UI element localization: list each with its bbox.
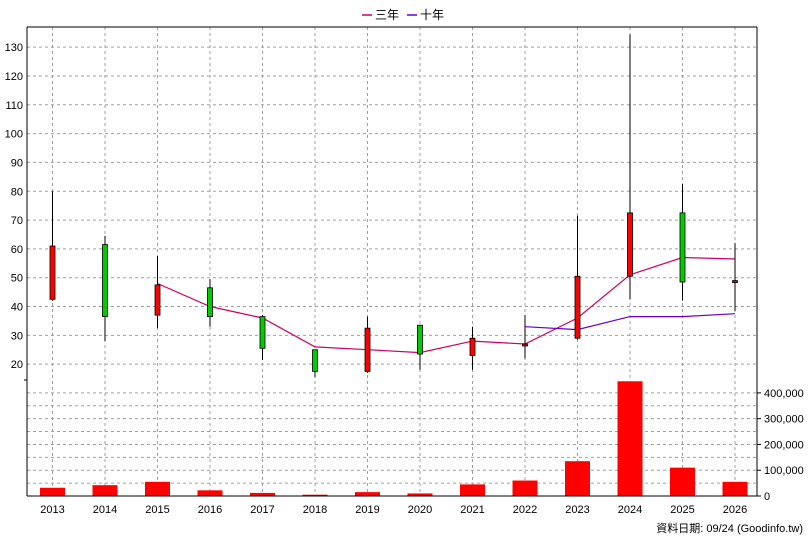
candle-body xyxy=(417,324,423,355)
volume-bar xyxy=(722,481,748,496)
candlesticks xyxy=(49,34,738,378)
candle-body xyxy=(102,244,108,318)
year-tick-label: 2023 xyxy=(565,504,589,516)
volume-bars xyxy=(40,381,748,496)
chart-axes xyxy=(24,26,761,497)
volume-bar xyxy=(617,381,643,496)
volume-tick-label: 200,000 xyxy=(764,439,804,451)
year-tick-label: 2021 xyxy=(460,504,484,516)
candle-body xyxy=(627,212,633,277)
series-line xyxy=(157,256,736,354)
volume-bar xyxy=(512,480,538,496)
price-tick-label: 20 xyxy=(11,359,23,371)
legend-label: 十年 xyxy=(420,8,444,22)
volume-bar xyxy=(565,461,590,496)
tick-labels: 20 30 40 50 60 70 80 90 100 110 120 130 2013 2014 2015… xyxy=(5,42,804,516)
volume-tick-label: 300,000 xyxy=(764,414,804,426)
volume-bar xyxy=(197,490,223,496)
volume-tick-label: 0 xyxy=(764,491,770,503)
candle-body xyxy=(364,327,371,372)
candle-body xyxy=(259,316,266,349)
price-tick-label: 50 xyxy=(11,273,23,285)
volume-tick-label: 400,000 xyxy=(764,388,804,400)
legend-label: 三年 xyxy=(375,8,399,22)
candle-body xyxy=(312,349,318,372)
candle-body xyxy=(207,287,213,318)
series-line xyxy=(524,313,736,331)
candle-body xyxy=(522,343,528,347)
candle-body xyxy=(154,284,161,316)
volume-bar xyxy=(250,492,275,496)
price-tick-label: 70 xyxy=(11,215,23,227)
year-tick-label: 2022 xyxy=(513,504,537,516)
year-tick-label: 2019 xyxy=(355,504,379,516)
year-tick-label: 2017 xyxy=(250,504,274,516)
price-tick-label: 100 xyxy=(5,129,23,141)
year-tick-label: 2024 xyxy=(618,504,642,516)
price-tick-label: 80 xyxy=(11,186,23,198)
price-tick-label: 110 xyxy=(5,100,23,112)
chart-legend: 三年 十年 xyxy=(362,8,444,22)
volume-bar xyxy=(40,487,65,496)
candle-body xyxy=(732,280,738,283)
year-tick-label: 2020 xyxy=(408,504,432,516)
volume-bar xyxy=(92,485,118,496)
candle-body xyxy=(574,275,581,339)
volume-bar xyxy=(407,493,433,496)
moving-average-lines xyxy=(157,256,736,354)
year-tick-label: 2016 xyxy=(198,504,222,516)
candle-body xyxy=(469,337,476,356)
data-date-note: 資料日期: 09/24 (Goodinfo.tw) xyxy=(656,521,803,535)
price-tick-label: 40 xyxy=(11,302,23,314)
price-tick-label: 60 xyxy=(11,244,23,256)
volume-bar xyxy=(355,492,380,496)
price-tick-label: 90 xyxy=(11,157,23,169)
year-tick-label: 2018 xyxy=(303,504,327,516)
volume-bar xyxy=(460,484,485,496)
candle-body xyxy=(679,212,686,283)
volume-bar xyxy=(670,467,695,496)
year-tick-label: 2015 xyxy=(145,504,169,516)
candle-body xyxy=(49,245,56,300)
year-tick-label: 2025 xyxy=(670,504,694,516)
price-tick-label: 130 xyxy=(5,42,23,54)
volume-bar xyxy=(145,481,170,496)
year-tick-label: 2013 xyxy=(40,504,64,516)
year-tick-label: 2026 xyxy=(723,504,747,516)
volume-bar xyxy=(302,494,328,496)
volume-tick-label: 100,000 xyxy=(764,465,804,477)
price-tick-label: 120 xyxy=(5,71,23,83)
chart-grid xyxy=(27,27,757,496)
year-tick-label: 2014 xyxy=(93,504,117,516)
price-tick-label: 30 xyxy=(11,330,23,342)
